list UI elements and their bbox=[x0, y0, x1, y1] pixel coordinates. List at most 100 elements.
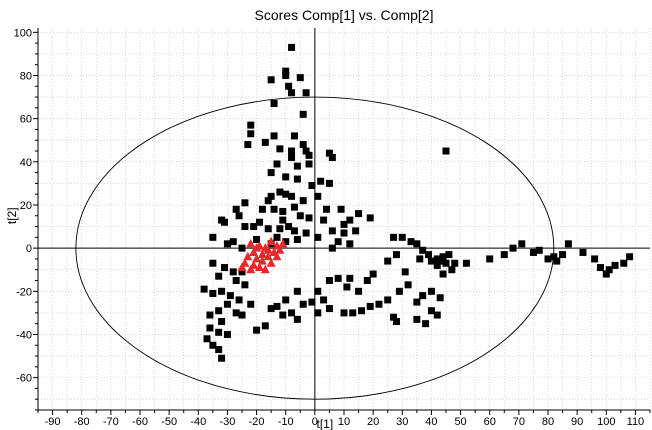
square-point bbox=[233, 206, 240, 213]
square-point bbox=[443, 260, 450, 267]
square-point bbox=[271, 100, 278, 107]
y-tick-label: 0 bbox=[26, 243, 32, 255]
square-point bbox=[285, 83, 292, 90]
square-point bbox=[218, 355, 225, 362]
square-point bbox=[215, 329, 222, 336]
square-point bbox=[405, 281, 412, 288]
square-point bbox=[440, 271, 447, 278]
square-point bbox=[253, 327, 260, 334]
square-point bbox=[262, 322, 269, 329]
x-tick-label: -20 bbox=[249, 416, 265, 428]
square-point bbox=[329, 227, 336, 234]
square-point bbox=[271, 206, 278, 213]
square-point bbox=[317, 178, 324, 185]
square-point bbox=[346, 240, 353, 247]
square-point bbox=[218, 288, 225, 295]
square-point bbox=[384, 296, 391, 303]
square-point bbox=[236, 212, 243, 219]
square-point bbox=[390, 314, 397, 321]
square-point bbox=[244, 141, 251, 148]
square-point bbox=[308, 182, 315, 189]
square-point bbox=[329, 245, 336, 252]
y-tick-label: -20 bbox=[16, 286, 32, 298]
square-point bbox=[364, 277, 371, 284]
square-point bbox=[308, 299, 315, 306]
x-tick-label: 40 bbox=[425, 416, 437, 428]
square-point bbox=[326, 277, 333, 284]
chart-title: Scores Comp[1] vs. Comp[2] bbox=[255, 7, 434, 23]
square-point bbox=[215, 273, 222, 280]
y-tick-label: 40 bbox=[20, 157, 32, 169]
square-point bbox=[565, 240, 572, 247]
square-point bbox=[294, 163, 301, 170]
square-point bbox=[335, 238, 342, 245]
square-point bbox=[247, 301, 254, 308]
square-point bbox=[209, 260, 216, 267]
square-point bbox=[346, 275, 353, 282]
square-point bbox=[579, 249, 586, 256]
square-point bbox=[288, 154, 295, 161]
y-tick-label: -60 bbox=[16, 373, 32, 385]
square-point bbox=[314, 288, 321, 295]
square-point bbox=[559, 251, 566, 258]
square-point bbox=[626, 253, 633, 260]
x-tick-label: 30 bbox=[396, 416, 408, 428]
x-tick-label: -10 bbox=[278, 416, 294, 428]
square-point bbox=[603, 271, 610, 278]
square-point bbox=[250, 223, 257, 230]
square-point bbox=[288, 309, 295, 316]
square-point bbox=[399, 234, 406, 241]
square-point bbox=[268, 169, 275, 176]
y-tick-label: -40 bbox=[16, 329, 32, 341]
square-point bbox=[451, 260, 458, 267]
square-point bbox=[463, 260, 470, 267]
square-point bbox=[323, 206, 330, 213]
square-point bbox=[314, 309, 321, 316]
square-point bbox=[591, 255, 598, 262]
square-point bbox=[300, 197, 307, 204]
square-point bbox=[510, 245, 517, 252]
square-point bbox=[230, 268, 237, 275]
x-tick-label: -70 bbox=[103, 416, 119, 428]
square-point bbox=[346, 217, 353, 224]
square-point bbox=[247, 122, 254, 129]
square-point bbox=[443, 148, 450, 155]
square-point bbox=[209, 290, 216, 297]
square-point bbox=[294, 288, 301, 295]
square-point bbox=[206, 312, 213, 319]
square-point bbox=[294, 316, 301, 323]
x-tick-label: 60 bbox=[484, 416, 496, 428]
square-point bbox=[352, 227, 359, 234]
square-point bbox=[326, 305, 333, 312]
square-point bbox=[320, 296, 327, 303]
square-point bbox=[384, 258, 391, 265]
square-point bbox=[282, 296, 289, 303]
square-point bbox=[221, 264, 228, 271]
square-point bbox=[393, 251, 400, 258]
square-point bbox=[279, 217, 286, 224]
square-point bbox=[358, 307, 365, 314]
square-point bbox=[297, 212, 304, 219]
square-point bbox=[300, 141, 307, 148]
square-point bbox=[445, 251, 452, 258]
x-tick-label: -40 bbox=[190, 416, 206, 428]
square-point bbox=[233, 277, 240, 284]
x-tick-label: 20 bbox=[367, 416, 379, 428]
x-tick-label: 100 bbox=[597, 416, 615, 428]
square-point bbox=[375, 301, 382, 308]
x-tick-label: 10 bbox=[338, 416, 350, 428]
square-point bbox=[390, 234, 397, 241]
square-point bbox=[306, 152, 313, 159]
square-point bbox=[241, 281, 248, 288]
square-point bbox=[536, 247, 543, 254]
square-point bbox=[224, 301, 231, 308]
square-point bbox=[402, 268, 409, 275]
square-point bbox=[282, 173, 289, 180]
square-point bbox=[294, 176, 301, 183]
x-tick-label: -90 bbox=[45, 416, 61, 428]
square-point bbox=[288, 193, 295, 200]
x-tick-label: 80 bbox=[542, 416, 554, 428]
square-point bbox=[428, 258, 435, 265]
square-point bbox=[288, 148, 295, 155]
